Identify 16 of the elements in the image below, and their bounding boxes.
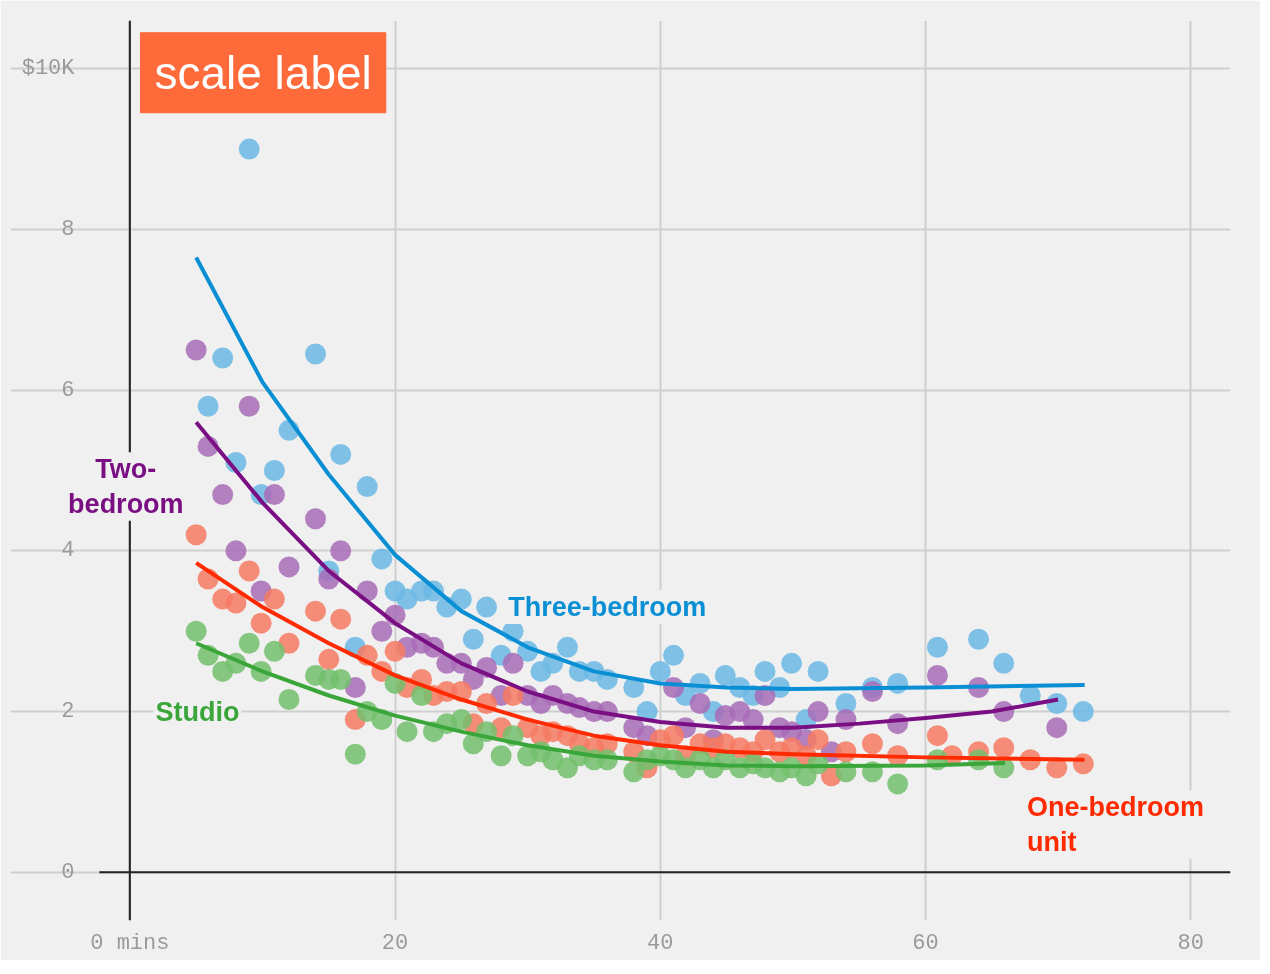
x-tick-label: 20 [381, 930, 409, 956]
x-tick-label: 80 [1177, 930, 1204, 956]
series-label: Studio [155, 696, 240, 727]
y-tick-label: 0 [61, 859, 75, 885]
x-tick-label: 60 [912, 930, 939, 956]
x-tick-label: 0 mins [90, 930, 170, 956]
series-label: Three-bedroom [508, 592, 707, 623]
y-tick-label: $10K [21, 56, 76, 82]
y-tick-label: 4 [61, 538, 75, 564]
x-tick-label: 40 [647, 930, 674, 956]
annotation: scale label [154, 46, 372, 99]
series-label: One-bedroom unit [1026, 792, 1204, 857]
series-label: Two- bedroom [68, 454, 184, 519]
y-tick-label: 6 [61, 377, 75, 403]
y-tick-label: 2 [61, 699, 75, 725]
y-tick-label: 8 [61, 216, 75, 242]
